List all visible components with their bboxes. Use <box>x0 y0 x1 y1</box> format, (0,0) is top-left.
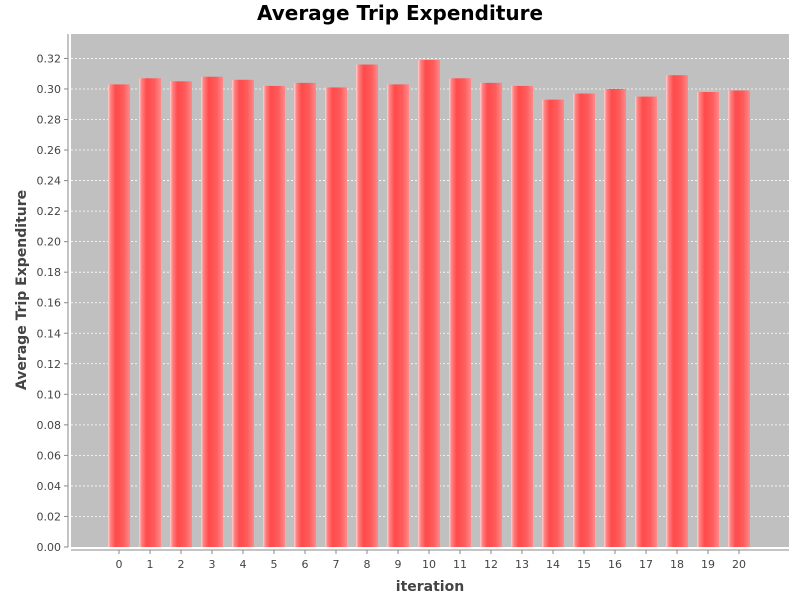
y-tick-label: 0.08 <box>37 419 62 432</box>
x-tick-label: 9 <box>395 558 402 571</box>
bar-4 <box>232 79 254 547</box>
x-tick-label: 1 <box>147 558 154 571</box>
x-tick-label: 2 <box>178 558 185 571</box>
bar-16 <box>604 88 626 547</box>
bar-6 <box>294 82 316 547</box>
bar-15 <box>573 93 595 547</box>
y-tick-label: 0.24 <box>37 175 62 188</box>
y-tick-label: 0.04 <box>37 480 62 493</box>
bar-11 <box>449 78 471 547</box>
y-tick-label: 0.12 <box>37 358 62 371</box>
x-tick-label: 18 <box>670 558 684 571</box>
y-axis-label: Average Trip Expenditure <box>14 190 30 390</box>
bar-13 <box>511 85 533 548</box>
x-tick-label: 16 <box>608 558 622 571</box>
bar-7 <box>325 87 347 547</box>
bar-8 <box>356 64 378 548</box>
bar-14 <box>542 99 564 547</box>
x-tick-label: 6 <box>302 558 309 571</box>
x-tick-label: 7 <box>333 558 340 571</box>
chart-title: Average Trip Expenditure <box>256 1 544 25</box>
y-tick-label: 0.00 <box>37 541 62 554</box>
bar-2 <box>170 81 192 548</box>
bar-3 <box>201 76 223 547</box>
bar-1 <box>139 78 161 547</box>
y-tick-label: 0.22 <box>37 205 62 218</box>
x-tick-label: 5 <box>271 558 278 571</box>
y-tick-label: 0.02 <box>37 510 62 523</box>
y-tick-label: 0.18 <box>37 266 62 279</box>
y-ticks: 0.00 0.02 0.04 0.06 0.08 0.10 0.12 0.14 0.16 0.18… <box>37 52 68 554</box>
x-axis-label: iteration <box>396 579 464 595</box>
x-tick-label: 19 <box>701 558 715 571</box>
bar-17 <box>635 96 657 548</box>
bar-18 <box>666 75 688 548</box>
y-tick-label: 0.28 <box>37 114 62 127</box>
y-tick-label: 0.06 <box>37 449 62 462</box>
x-tick-label: 10 <box>422 558 436 571</box>
y-tick-label: 0.16 <box>37 297 62 310</box>
bar-5 <box>263 85 285 548</box>
x-tick-label: 3 <box>209 558 216 571</box>
y-tick-label: 0.14 <box>37 327 62 340</box>
bar-19 <box>697 92 719 548</box>
bar-0 <box>108 84 130 548</box>
x-tick-label: 4 <box>240 558 247 571</box>
x-tick-label: 12 <box>484 558 498 571</box>
y-tick-label: 0.32 <box>37 52 62 65</box>
y-tick-label: 0.20 <box>37 236 62 249</box>
bar-10 <box>418 59 440 548</box>
y-tick-label: 0.30 <box>37 83 62 96</box>
x-tick-label: 14 <box>546 558 560 571</box>
bars <box>108 59 750 548</box>
x-tick-label: 0 <box>116 558 123 571</box>
y-tick-label: 0.10 <box>37 388 62 401</box>
x-tick-label: 20 <box>732 558 746 571</box>
bar-20 <box>728 90 750 547</box>
x-ticks: 0 1 2 3 4 5 6 7 8 9 10 11 12 13 14 15 16 17 18 19 20 <box>116 550 746 571</box>
x-tick-label: 13 <box>515 558 529 571</box>
x-tick-label: 15 <box>577 558 591 571</box>
x-tick-label: 17 <box>639 558 653 571</box>
y-tick-label: 0.26 <box>37 144 62 157</box>
x-tick-label: 8 <box>364 558 371 571</box>
x-tick-label: 11 <box>453 558 467 571</box>
bar-9 <box>387 84 409 548</box>
bar-12 <box>480 82 502 547</box>
